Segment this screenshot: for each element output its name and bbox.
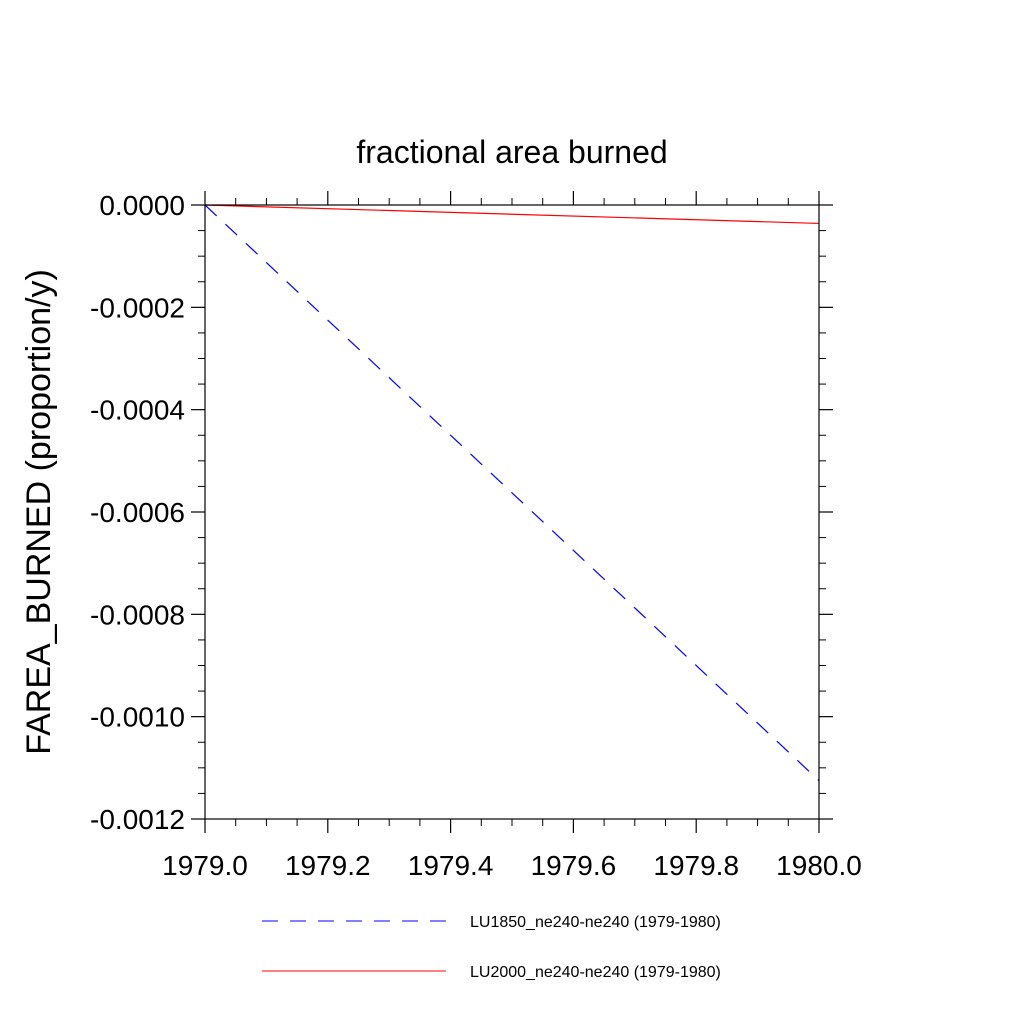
y-tick-label: -0.0006 bbox=[90, 497, 185, 528]
y-tick-label: -0.0012 bbox=[90, 804, 185, 835]
chart-title: fractional area burned bbox=[356, 134, 667, 170]
series-line-1 bbox=[204, 204, 820, 782]
x-tick-label: 1980.0 bbox=[776, 850, 862, 881]
x-tick-label: 1979.2 bbox=[285, 850, 371, 881]
series-layer bbox=[204, 204, 820, 782]
x-tick-label: 1979.4 bbox=[408, 850, 494, 881]
y-axis-label: FAREA_BURNED (proportion/y) bbox=[20, 269, 58, 755]
axis-layer: 1979.0 1979.2 1979.4 1979.6 1979.8 1980.0 0.00… bbox=[90, 190, 862, 881]
x-tick-label: 1979.0 bbox=[162, 850, 248, 881]
y-tick-label: -0.0004 bbox=[90, 395, 185, 426]
y-tick-label: -0.0010 bbox=[90, 702, 185, 733]
y-tick-label: 0.0000 bbox=[99, 190, 185, 221]
y-tick-label: -0.0002 bbox=[90, 292, 185, 323]
x-tick-label: 1979.8 bbox=[653, 850, 739, 881]
legend: LU1850_ne240-ne240 (1979-1980) LU2000_ne2… bbox=[262, 914, 721, 981]
legend-label-1: LU1850_ne240-ne240 (1979-1980) bbox=[470, 914, 721, 931]
y-tick-label: -0.0008 bbox=[90, 599, 185, 630]
legend-label-2: LU2000_ne240-ne240 (1979-1980) bbox=[470, 964, 721, 981]
x-tick-label: 1979.6 bbox=[531, 850, 617, 881]
series-line-2 bbox=[204, 204, 820, 225]
plot-frame bbox=[204, 204, 820, 820]
